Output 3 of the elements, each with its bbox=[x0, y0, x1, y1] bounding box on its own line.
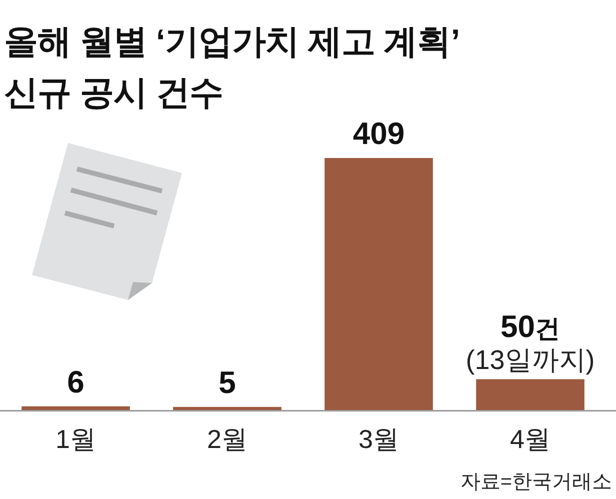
annotation: (13일까지) bbox=[466, 345, 595, 376]
title: 올해 월별 ‘기업가치 제고 계획’ 신규 공시 건수 bbox=[4, 23, 460, 112]
source: 자료=한국거래소 bbox=[460, 471, 612, 493]
